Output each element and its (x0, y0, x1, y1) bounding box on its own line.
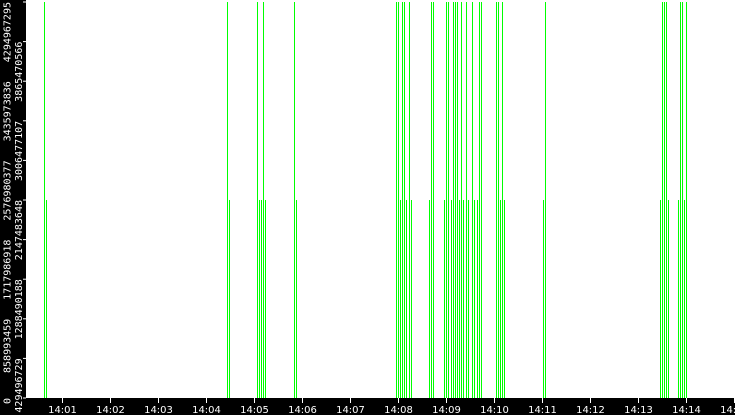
x-tick-label: 14:06 (288, 405, 317, 415)
x-tick-label: 14:02 (96, 405, 125, 415)
x-tick-label: 14:15 (720, 405, 735, 415)
bars (44, 2, 687, 398)
x-tick-label: 14:01 (48, 405, 77, 415)
y-tick-label: 2147483648 (14, 200, 25, 260)
y-tick-label: 3006477107 (14, 121, 25, 181)
y-axis-band (0, 0, 26, 415)
x-tick-label: 14:08 (384, 405, 413, 415)
y-tick-label: 2576980377 (3, 160, 14, 220)
x-tick-label: 14:09 (432, 405, 461, 415)
x-axis: 14:01 14:02 14:03 14:04 14:05 14:06 14:07 14:08… (48, 398, 735, 415)
x-tick-label: 14:11 (528, 405, 557, 415)
y-tick-label: 1288490188 (14, 279, 25, 339)
y-tick-label: 3435973836 (3, 81, 14, 141)
y-axis: 0 429496729858993459128849018817179869182… (3, 1, 26, 413)
x-axis-band (0, 398, 735, 415)
x-tick-label: 14:12 (576, 405, 605, 415)
y-tick-label: 429496729 (14, 358, 25, 412)
y-tick-label: 0 (3, 398, 14, 404)
y-tick-label: 3865470566 (14, 42, 25, 102)
y-tick-label: 858993459 (3, 319, 14, 373)
x-tick-label: 14:04 (192, 405, 221, 415)
x-tick-label: 14:13 (624, 405, 653, 415)
y-tick-label: 1717986918 (3, 240, 14, 300)
x-tick-label: 14:07 (336, 405, 365, 415)
y-tick-label: 4294967295 (3, 2, 14, 62)
x-tick-label: 14:14 (672, 405, 701, 415)
x-tick-label: 14:05 (240, 405, 269, 415)
x-tick-label: 14:10 (480, 405, 509, 415)
x-tick-label: 14:03 (144, 405, 173, 415)
